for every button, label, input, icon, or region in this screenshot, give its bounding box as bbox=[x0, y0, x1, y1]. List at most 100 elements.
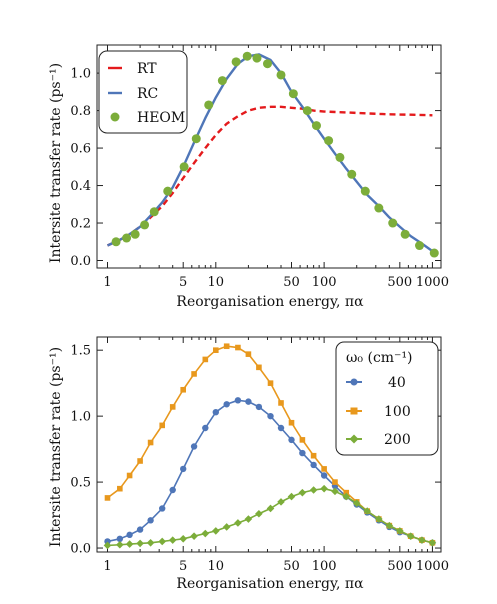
bottom-point bbox=[116, 540, 124, 549]
bottom-plot-frame bbox=[96, 336, 442, 553]
top-xlabel: Reorganisation energy, πα bbox=[176, 294, 364, 310]
bottom-point bbox=[116, 535, 124, 543]
bottom-point bbox=[137, 458, 143, 464]
top-point bbox=[130, 229, 140, 239]
bottom-point bbox=[126, 531, 133, 539]
legend-rt-label: RT bbox=[137, 61, 157, 77]
bottom-point bbox=[104, 495, 111, 501]
legend-heom-label: HEOM bbox=[137, 110, 185, 126]
top-point bbox=[122, 233, 132, 243]
bottom-point bbox=[287, 492, 296, 501]
bottom-ytick-label: 0.5 bbox=[70, 476, 91, 491]
top-point bbox=[429, 248, 439, 258]
bottom-point bbox=[418, 536, 426, 544]
top-ylabel: Intersite transfer rate (ps⁻¹) bbox=[48, 63, 64, 263]
bottom-point bbox=[104, 538, 111, 545]
bottom-point bbox=[202, 356, 209, 363]
bottom-xtick-label: 500 bbox=[387, 559, 412, 574]
bottom-xtick-label: 100 bbox=[312, 559, 337, 574]
bottom-point bbox=[136, 526, 144, 533]
bottom-point bbox=[222, 523, 231, 531]
bottom-legend: ω₀ (cm⁻¹) 40 100 200 bbox=[335, 341, 439, 456]
legend-title: ω₀ (cm⁻¹) bbox=[346, 350, 413, 366]
top-point bbox=[388, 218, 398, 228]
bottom-point bbox=[245, 398, 252, 405]
bottom-point bbox=[191, 371, 197, 377]
bottom-point bbox=[244, 515, 253, 523]
bottom-point bbox=[363, 507, 372, 515]
bottom-point bbox=[158, 537, 167, 546]
top-point bbox=[415, 241, 425, 251]
bottom-point bbox=[136, 539, 144, 548]
bottom-point bbox=[147, 439, 154, 446]
bottom-point bbox=[396, 527, 404, 535]
bottom-xtick-label: 10 bbox=[208, 559, 225, 574]
bottom-plot-area bbox=[103, 343, 437, 550]
bottom-point bbox=[213, 347, 219, 353]
top-xtick-label: 500 bbox=[387, 275, 412, 290]
bottom-series-200 bbox=[103, 484, 437, 550]
top-point bbox=[163, 186, 173, 196]
top-point bbox=[288, 89, 298, 99]
bottom-point bbox=[332, 479, 338, 485]
top-ytick-label: 0.6 bbox=[70, 142, 91, 157]
top-point bbox=[360, 186, 370, 196]
bottom-point bbox=[126, 472, 133, 479]
top-point bbox=[324, 136, 334, 146]
top-point bbox=[149, 207, 159, 217]
bottom-point bbox=[245, 351, 252, 357]
top-point bbox=[400, 229, 410, 239]
legend-100-label: 100 bbox=[384, 404, 411, 420]
bottom-point bbox=[428, 538, 437, 547]
bottom-point bbox=[180, 465, 187, 473]
bottom-xtick-label: 1 bbox=[103, 559, 111, 574]
bottom-point bbox=[212, 408, 220, 416]
top-point bbox=[140, 220, 150, 230]
legend-200-label: 200 bbox=[384, 432, 411, 448]
bottom-point bbox=[321, 466, 327, 472]
legend-40-swatch-marker bbox=[350, 378, 358, 386]
bottom-xtick-label: 5 bbox=[179, 559, 187, 574]
bottom-point bbox=[277, 424, 285, 432]
bottom-line bbox=[107, 487, 433, 547]
bottom-point bbox=[190, 443, 198, 450]
bottom-point bbox=[375, 515, 383, 523]
bottom-point bbox=[331, 487, 339, 496]
bottom-point bbox=[125, 540, 134, 548]
bottom-point bbox=[288, 419, 295, 426]
chart-top: Intersite transfer rate (ps⁻¹) Reorganis… bbox=[48, 44, 449, 310]
bottom-ylabel: Intersite transfer rate (ps⁻¹) bbox=[48, 347, 64, 547]
bottom-point bbox=[255, 509, 263, 518]
top-legend-box bbox=[98, 50, 188, 134]
bottom-point bbox=[309, 486, 318, 494]
top-point bbox=[111, 237, 121, 247]
top-ytick-label: 0.8 bbox=[70, 104, 91, 119]
top-point bbox=[231, 57, 241, 67]
bottom-point bbox=[278, 400, 284, 406]
bottom-point bbox=[147, 517, 154, 524]
bottom-point bbox=[385, 521, 394, 530]
top-plot-area bbox=[107, 51, 439, 258]
bottom-point bbox=[298, 488, 307, 497]
top-point bbox=[242, 51, 252, 61]
legend-100-swatch-marker bbox=[350, 407, 358, 415]
top-point bbox=[276, 70, 286, 80]
bottom-ytick-label: 0.0 bbox=[70, 542, 91, 557]
chart-bottom: Intersite transfer rate (ps⁻¹) Reorganis… bbox=[48, 336, 449, 592]
bottom-point bbox=[266, 504, 275, 513]
top-xtick-label: 5 bbox=[179, 275, 187, 290]
bottom-point bbox=[288, 436, 295, 444]
top-point bbox=[347, 169, 357, 179]
top-ytick-label: 0.0 bbox=[70, 254, 91, 269]
bottom-point bbox=[320, 472, 328, 479]
top-point bbox=[302, 106, 312, 116]
top-series-HEOM bbox=[111, 51, 439, 258]
top-point bbox=[204, 100, 214, 110]
bottom-point bbox=[267, 412, 274, 420]
top-point bbox=[217, 76, 227, 86]
bottom-ticks: 1 5 10 50 100 500 1000 0.0 0.5 1.0 1.5 bbox=[70, 337, 449, 574]
bottom-xtick-label: 1000 bbox=[416, 559, 449, 574]
top-ytick-label: 1.0 bbox=[70, 67, 91, 82]
bottom-point bbox=[406, 532, 415, 540]
top-point bbox=[262, 59, 272, 69]
